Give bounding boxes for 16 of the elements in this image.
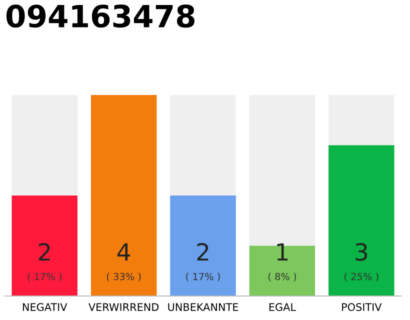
data-label: 2 (38, 243, 50, 261)
data-label: 1 (277, 243, 288, 261)
annotation: ( 17% ) (186, 272, 220, 282)
annotation: ( 33% ) (106, 272, 141, 282)
x-tick-label: NEGATIV (22, 303, 68, 312)
x-tick-label: VERWIRREND (88, 303, 159, 311)
x-tick-label: EGAL (269, 303, 296, 312)
annotation: ( 8% ) (268, 272, 296, 282)
x-tick-label: POSITIV (342, 303, 382, 312)
chart-title: 094163478 (6, 4, 194, 28)
annotation: ( 25% ) (344, 272, 378, 282)
data-label: 3 (356, 243, 368, 261)
data-label: 4 (117, 243, 130, 261)
data-label: 2 (197, 243, 208, 261)
annotation: ( 17% ) (28, 272, 62, 282)
x-tick-label: UNBEKANNTE (168, 303, 238, 312)
